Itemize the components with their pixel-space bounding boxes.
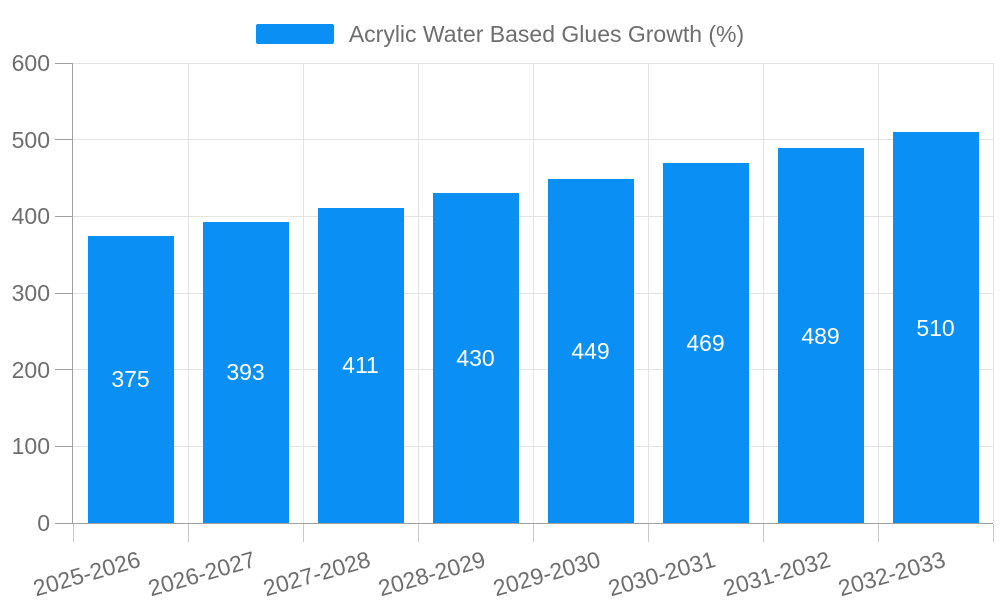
- bar-value-label-2027-2028: 411: [342, 352, 379, 379]
- x-axis-tick-1: [187, 524, 189, 542]
- y-axis-tick-600: [55, 62, 73, 64]
- bar-value-label-2029-2030: 449: [571, 337, 610, 364]
- legend-label: Acrylic Water Based Glues Growth (%): [348, 20, 745, 47]
- x-axis-line: [73, 523, 993, 524]
- x-axis-tick-3: [417, 524, 419, 542]
- gridline-vertical-4: [532, 63, 534, 523]
- x-axis-label-2030-2031: 2030-2031: [604, 546, 718, 600]
- x-axis-tick-5: [647, 524, 649, 542]
- x-axis-label-2025-2026: 2025-2026: [29, 546, 143, 600]
- x-axis-tick-0: [72, 524, 74, 542]
- y-axis-tick-label-300: 300: [11, 280, 50, 306]
- gridline-vertical-5: [647, 63, 649, 523]
- y-axis-tick-label-500: 500: [11, 126, 50, 153]
- y-axis-tick-400: [55, 215, 73, 217]
- bar-value-label-2028-2029: 430: [456, 345, 495, 372]
- x-axis-label-2027-2028: 2027-2028: [259, 546, 373, 600]
- bar-2028-2029: [432, 193, 519, 523]
- x-axis-tick-8: [992, 524, 994, 542]
- gridline-vertical-3: [417, 63, 419, 523]
- gridline-vertical-7: [877, 63, 879, 523]
- bar-2031-2032: [777, 148, 864, 523]
- y-axis-tick-label-600: 600: [11, 50, 50, 76]
- x-axis-tick-7: [877, 524, 879, 542]
- bar-value-label-2026-2027: 393: [226, 359, 265, 386]
- bar-2030-2031: [662, 163, 749, 523]
- y-axis-tick-label-100: 100: [11, 433, 50, 460]
- bar-value-label-2030-2031: 469: [686, 330, 725, 357]
- x-axis-label-2026-2027: 2026-2027: [144, 546, 258, 600]
- x-axis-label-2029-2030: 2029-2030: [489, 546, 603, 600]
- legend-swatch: [255, 24, 334, 44]
- y-axis-tick-100: [55, 445, 73, 447]
- gridline-vertical-2: [302, 63, 304, 523]
- y-axis-tick-300: [55, 292, 73, 294]
- x-axis-tick-2: [302, 524, 304, 542]
- bar-value-label-2025-2026: 375: [111, 366, 150, 393]
- gridline-vertical-8: [992, 63, 994, 523]
- gridline-vertical-1: [187, 63, 189, 523]
- y-axis-tick-500: [55, 139, 73, 141]
- legend[interactable]: Acrylic Water Based Glues Growth (%): [0, 21, 1000, 47]
- y-axis-tick-0: [55, 522, 73, 524]
- y-axis-tick-label-200: 200: [11, 356, 50, 383]
- x-axis-label-2028-2029: 2028-2029: [374, 546, 488, 600]
- x-axis-label-2032-2033: 2032-2033: [834, 546, 948, 600]
- bar-2032-2033: [892, 132, 979, 523]
- x-axis-tick-4: [532, 524, 534, 542]
- y-axis-tick-label-0: 0: [37, 510, 50, 536]
- bar-value-label-2031-2032: 489: [801, 322, 840, 349]
- bar-2025-2026: [87, 235, 174, 523]
- bar-2027-2028: [317, 207, 404, 523]
- x-axis-tick-6: [762, 524, 764, 542]
- y-axis-tick-label-400: 400: [11, 203, 50, 230]
- bar-2026-2027: [202, 221, 289, 523]
- bar-value-label-2032-2033: 510: [916, 314, 955, 341]
- gridline-vertical-6: [762, 63, 764, 523]
- y-axis-tick-200: [55, 369, 73, 371]
- bar-2029-2030: [547, 178, 634, 523]
- x-axis-label-2031-2032: 2031-2032: [719, 546, 833, 600]
